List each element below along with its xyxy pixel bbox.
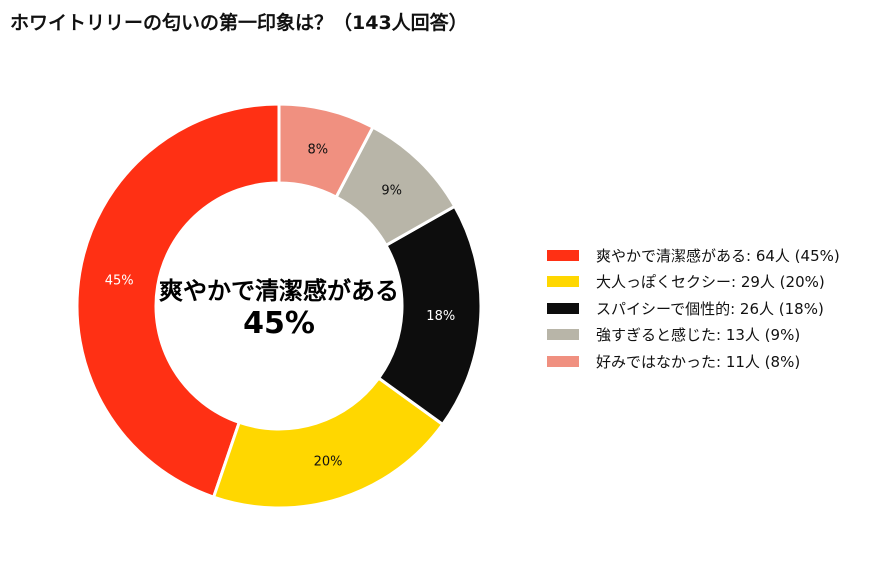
legend-item: スパイシーで個性的: 26人 (18%) — [547, 295, 840, 322]
legend-label: 大人っぽくセクシー: 29人 (20%) — [596, 273, 825, 292]
legend-item: 爽やかで清潔感がある: 64人 (45%) — [547, 242, 840, 269]
slice-percent-label-4: 9% — [381, 184, 402, 199]
slice-percent-label-1: 45% — [105, 273, 134, 288]
donut-slice-1 — [75, 102, 281, 500]
slice-percent-label-5: 8% — [307, 143, 328, 158]
legend-label: 強すぎると感じた: 13人 (9%) — [596, 326, 801, 345]
legend-swatch — [547, 249, 579, 261]
legend-swatch — [547, 355, 579, 367]
legend-swatch — [547, 329, 579, 341]
legend-item: 強すぎると感じた: 13人 (9%) — [547, 322, 840, 349]
slice-percent-label-2: 20% — [314, 454, 343, 469]
legend-swatch — [547, 276, 579, 288]
legend-label: 爽やかで清潔感がある: 64人 (45%) — [596, 246, 840, 265]
donut-slice-5 — [277, 102, 375, 200]
chart-title: ホワイトリリーの匂いの第一印象は？（143人回答） — [10, 12, 468, 34]
legend-swatch — [547, 302, 579, 314]
legend-label: スパイシーで個性的: 26人 (18%) — [596, 299, 824, 318]
center-percent-value: 45% — [243, 306, 315, 341]
slice-percent-label-3: 18% — [426, 309, 455, 324]
donut-chart: 45% 20% 18% 9% 8% 爽やかで清潔感がある 45% — [75, 102, 483, 510]
legend-label: 好みではなかった: 11人 (8%) — [596, 352, 801, 371]
legend-item: 大人っぽくセクシー: 29人 (20%) — [547, 269, 840, 296]
center-category-label: 爽やかで清潔感がある — [159, 277, 399, 305]
legend-item: 好みではなかった: 11人 (8%) — [547, 348, 840, 375]
legend: 爽やかで清潔感がある: 64人 (45%) 大人っぽくセクシー: 29人 (20%… — [547, 242, 840, 375]
donut-slice-2 — [211, 375, 445, 510]
